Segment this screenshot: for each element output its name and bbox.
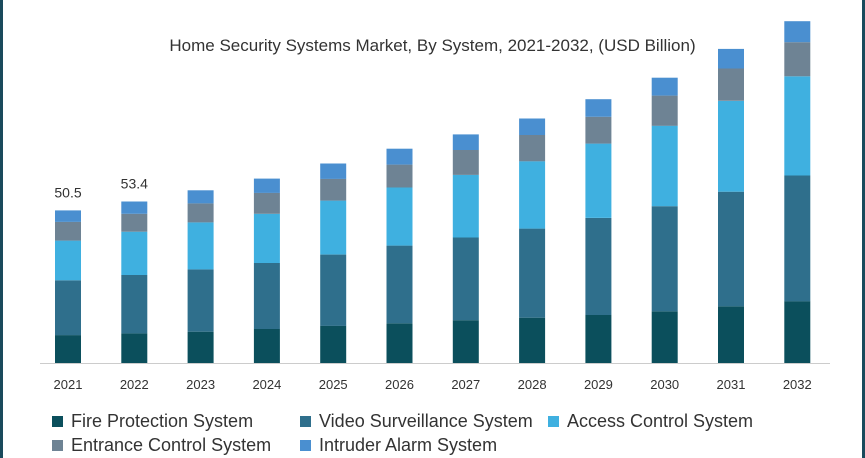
bar-2024-series-4 bbox=[253, 192, 280, 214]
x-tick-2029: 2029 bbox=[584, 377, 613, 392]
bar-2030-series-4 bbox=[651, 95, 678, 126]
bar-2029-series-3 bbox=[585, 143, 612, 218]
legend-swatch bbox=[548, 415, 559, 427]
bar-2028-series-5 bbox=[519, 118, 546, 135]
bar-2025-series-1 bbox=[320, 325, 347, 363]
bar-2022-series-2 bbox=[121, 275, 148, 334]
data-label-2022: 53.4 bbox=[121, 176, 148, 192]
chart-title: Home Security Systems Market, By System,… bbox=[169, 36, 696, 55]
bar-2031-series-2 bbox=[718, 191, 744, 307]
legend-swatch bbox=[52, 439, 63, 451]
bar-2022-series-1 bbox=[121, 333, 148, 363]
bar-2021-series-2 bbox=[55, 280, 81, 336]
bar-2025-series-3 bbox=[320, 200, 347, 255]
bar-2023-series-3 bbox=[187, 222, 214, 270]
legend-item-2: Video Surveillance System bbox=[300, 410, 548, 432]
bar-2031-series-1 bbox=[718, 306, 744, 363]
bar-2027-series-2 bbox=[452, 237, 479, 321]
legend-label: Fire Protection System bbox=[71, 410, 254, 431]
bar-2028-series-4 bbox=[519, 135, 546, 162]
legend-swatch bbox=[52, 415, 63, 427]
x-tick-2021: 2021 bbox=[54, 377, 83, 392]
bar-2021-series-1 bbox=[55, 335, 81, 363]
legend-swatch bbox=[300, 415, 311, 427]
bar-2025-series-5 bbox=[320, 163, 347, 179]
bar-2026-series-5 bbox=[386, 148, 413, 165]
bar-2023-series-5 bbox=[187, 190, 214, 204]
x-tick-2027: 2027 bbox=[451, 377, 480, 392]
x-tick-labels: 2021 2022 2023 2024 2025 2026 2027 2028 2029 2030… bbox=[54, 377, 812, 392]
bar-2032-series-1 bbox=[784, 301, 811, 363]
bar-2025-series-4 bbox=[320, 178, 347, 201]
x-tick-2025: 2025 bbox=[319, 377, 348, 392]
bar-2023-series-1 bbox=[187, 331, 214, 363]
legend-label: Video Surveillance System bbox=[319, 410, 533, 431]
x-tick-2030: 2030 bbox=[650, 377, 679, 392]
legend-item-1: Fire Protection System bbox=[52, 410, 300, 432]
bar-2027-series-5 bbox=[452, 134, 479, 150]
bar-2030-series-1 bbox=[651, 311, 678, 363]
bar-2030-series-3 bbox=[651, 125, 678, 207]
bar-2031-series-4 bbox=[718, 68, 744, 101]
bar-2031-series-5 bbox=[718, 48, 744, 69]
legend-swatch bbox=[300, 439, 311, 451]
bar-2022-series-4 bbox=[121, 213, 148, 232]
x-tick-2028: 2028 bbox=[518, 377, 547, 392]
bar-2022-series-5 bbox=[121, 201, 148, 214]
legend-label: Access Control System bbox=[567, 410, 754, 431]
bar-2027-series-4 bbox=[452, 150, 479, 175]
bar-2024-series-1 bbox=[253, 328, 280, 363]
bar-2026-series-4 bbox=[386, 164, 413, 188]
bar-2032-series-3 bbox=[784, 76, 811, 176]
x-tick-2024: 2024 bbox=[252, 377, 281, 392]
bar-2027-series-1 bbox=[452, 320, 479, 363]
bar-2023-series-2 bbox=[187, 269, 214, 332]
bar-2030-series-2 bbox=[651, 206, 678, 312]
bar-2032-series-2 bbox=[784, 175, 811, 302]
legend-item-5: Intruder Alarm System bbox=[300, 434, 550, 456]
x-tick-2022: 2022 bbox=[120, 377, 149, 392]
bars-group bbox=[55, 21, 811, 363]
bar-2022-series-3 bbox=[121, 231, 148, 275]
legend-label: Intruder Alarm System bbox=[319, 434, 498, 455]
x-tick-2023: 2023 bbox=[186, 377, 215, 392]
bar-2032-series-4 bbox=[784, 42, 811, 77]
bar-2026-series-3 bbox=[386, 187, 413, 246]
data-labels: 50.5 53.4 bbox=[54, 176, 148, 201]
legend-label: Entrance Control System bbox=[71, 434, 272, 455]
bar-2026-series-2 bbox=[386, 245, 413, 324]
bar-2028-series-3 bbox=[519, 161, 546, 229]
bar-2029-series-4 bbox=[585, 116, 612, 144]
x-tick-2032: 2032 bbox=[783, 377, 812, 392]
legend: Fire Protection System Video Surveillance… bbox=[52, 410, 832, 456]
bar-2027-series-3 bbox=[452, 174, 479, 238]
bar-2024-series-5 bbox=[253, 178, 280, 193]
bar-2024-series-3 bbox=[253, 213, 280, 263]
data-label-2021: 50.5 bbox=[54, 184, 81, 200]
x-tick-2031: 2031 bbox=[717, 377, 746, 392]
bar-2028-series-1 bbox=[519, 317, 546, 363]
bar-2029-series-1 bbox=[585, 314, 612, 363]
bar-2021-series-5 bbox=[55, 210, 81, 222]
legend-item-3: Access Control System bbox=[548, 410, 798, 432]
bar-2031-series-3 bbox=[718, 100, 744, 192]
bar-2021-series-3 bbox=[55, 240, 81, 281]
legend-item-4: Entrance Control System bbox=[52, 434, 300, 456]
stacked-bar-chart: 2021 2022 2023 2024 2025 2026 2027 2028 2029 2030… bbox=[40, 21, 830, 392]
bar-2028-series-2 bbox=[519, 228, 546, 318]
bar-2024-series-2 bbox=[253, 263, 280, 329]
bar-2025-series-2 bbox=[320, 254, 347, 326]
bar-2032-series-5 bbox=[784, 21, 811, 43]
bar-2030-series-5 bbox=[651, 77, 678, 96]
bar-2023-series-4 bbox=[187, 203, 214, 223]
bar-2029-series-5 bbox=[585, 99, 612, 117]
bar-2021-series-4 bbox=[55, 221, 81, 241]
bar-2026-series-1 bbox=[386, 323, 413, 363]
bar-2029-series-2 bbox=[585, 218, 612, 315]
x-tick-2026: 2026 bbox=[385, 377, 414, 392]
